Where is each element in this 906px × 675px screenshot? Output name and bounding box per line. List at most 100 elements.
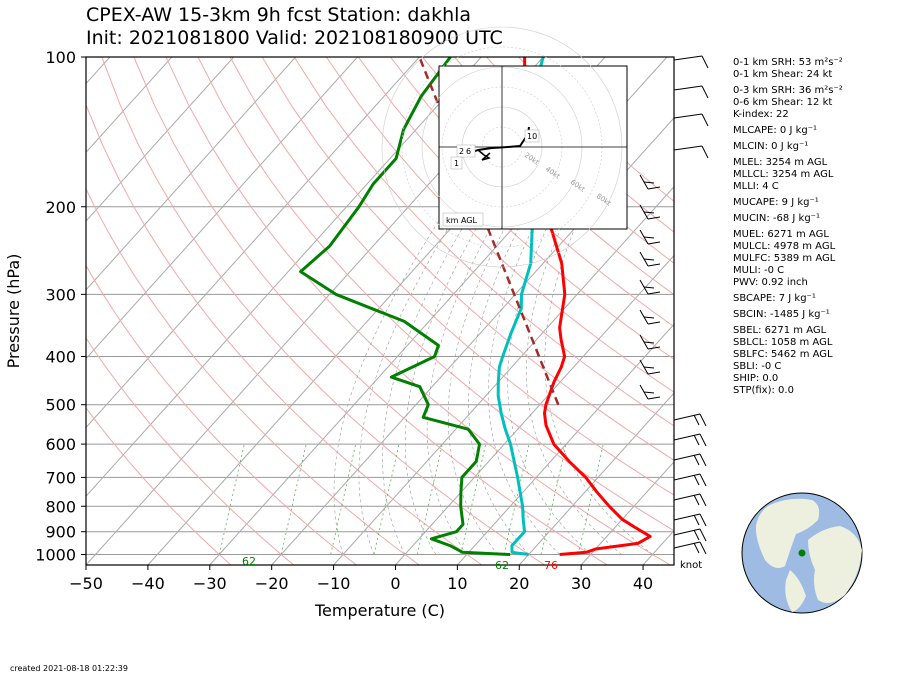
dry-adiabat — [454, 57, 674, 264]
stat-line: STP(fix): 0.0 — [733, 385, 794, 396]
stat-line: SBLI: -0 C — [733, 361, 782, 372]
x-tick-label: −40 — [131, 574, 165, 593]
x-tick-label: 0 — [390, 574, 400, 593]
isotherm — [86, 57, 482, 497]
stat-line: MLCIN: 0 J kg⁻¹ — [733, 141, 809, 152]
isotherm — [86, 57, 173, 154]
dry-adiabat — [86, 264, 357, 565]
surface-dewpoint-f-label: 62 — [495, 559, 509, 572]
hodo-height-label: 6 — [466, 147, 471, 156]
stat-line: MLEL: 3254 m AGL — [733, 157, 828, 168]
moist-adiabat — [468, 206, 530, 555]
wind-barb — [673, 513, 707, 527]
hodo-height-label: 10 — [527, 132, 537, 141]
chart-title: CPEX-AW 15-3km 9h fcst Station: dakhla — [86, 4, 472, 26]
station-marker — [798, 549, 806, 557]
plot-frame — [85, 56, 675, 566]
wind-barb — [673, 528, 707, 542]
mixing-ratio-line — [330, 444, 357, 555]
wind-barb — [673, 473, 707, 487]
mixing-ratio-line — [416, 444, 443, 555]
dry-adiabat — [229, 57, 674, 496]
dry-adiabat — [197, 57, 674, 532]
wind-barb — [673, 113, 709, 127]
mixing-ratio-line — [577, 444, 604, 555]
stat-line: MULCL: 4978 m AGL — [733, 241, 836, 252]
dry-adiabat — [86, 103, 483, 565]
x-tick-label: −20 — [255, 574, 289, 593]
x-tick-label: 40 — [633, 574, 653, 593]
chart-subtitle: Init: 2021081800 Valid: 202108180900 UTC — [86, 27, 503, 49]
y-tick-label: 500 — [45, 396, 76, 415]
stat-line: SBCIN: -1485 J kg⁻¹ — [733, 309, 830, 320]
x-axis-label: Temperature (C) — [314, 601, 445, 620]
hodo-height-label: 2 — [459, 147, 464, 156]
dry-adiabat — [293, 57, 674, 427]
y-tick-label: 200 — [45, 198, 76, 217]
hodo-footer-label: km AGL — [446, 216, 478, 225]
x-tick-label: 20 — [509, 574, 529, 593]
isotherm — [86, 57, 358, 360]
stat-line: SBEL: 6271 m AGL — [733, 325, 827, 336]
x-tick-label: 30 — [571, 574, 591, 593]
y-tick-label: 1000 — [35, 545, 76, 564]
isotherm — [86, 57, 420, 429]
stat-line: 0-1 km SRH: 53 m²s⁻² — [733, 57, 843, 68]
wind-barb — [673, 433, 707, 447]
stat-line: MUEL: 6271 m AGL — [733, 229, 829, 240]
dry-adiabat — [101, 57, 545, 565]
surface-temperature-f-label: 76 — [544, 559, 558, 572]
surface-dewpoint-label: 62 — [242, 555, 256, 568]
wind-barb — [639, 279, 661, 295]
wind-barb — [673, 493, 707, 507]
isotherm — [456, 323, 674, 565]
isotherm — [580, 461, 674, 565]
stat-line: MLLI: 4 C — [733, 181, 779, 192]
stat-line: MLCAPE: 0 J kg⁻¹ — [733, 125, 818, 136]
dry-adiabat — [86, 406, 232, 565]
moist-adiabat — [488, 206, 560, 555]
hodograph-inset: 20kt 40kt 60kt 80kt 10 2 6 1 km AGL — [381, 26, 628, 268]
stat-line: SBLCL: 1058 m AGL — [733, 337, 833, 348]
stat-line: MLLCL: 3254 m AGL — [733, 169, 834, 180]
wind-barb — [639, 384, 661, 400]
stat-line: 0-3 km SRH: 36 m²s⁻² — [733, 85, 843, 96]
dry-adiabat — [86, 337, 295, 565]
stat-line: SHIP: 0.0 — [733, 373, 779, 384]
moist-adiabat — [333, 206, 449, 555]
dry-adiabat — [261, 57, 674, 461]
stat-line: SBCAPE: 7 J kg⁻¹ — [733, 293, 816, 304]
stat-line: MUCIN: -68 J kg⁻¹ — [733, 213, 820, 224]
stat-line: SBLFC: 5462 m AGL — [733, 349, 833, 360]
dewpoint-profile — [299, 57, 511, 556]
moist-adiabat — [507, 206, 591, 555]
mixing-ratio-line — [373, 444, 400, 555]
stat-line: 0-6 km Shear: 12 kt — [733, 97, 833, 108]
stat-line: MULI: -0 C — [733, 265, 785, 276]
mixing-ratio-line — [460, 444, 487, 555]
isotherm — [86, 57, 296, 291]
wind-barb — [673, 413, 707, 427]
y-tick-label: 700 — [45, 468, 76, 487]
isotherm — [395, 254, 674, 565]
y-tick-label: 100 — [45, 48, 76, 67]
x-tick-label: 10 — [447, 574, 467, 593]
moist-adiabat — [526, 206, 622, 555]
moist-adiabat — [544, 206, 653, 555]
mixing-ratio-line — [540, 444, 567, 555]
wind-barb — [673, 541, 707, 555]
dry-adiabat — [390, 57, 674, 328]
dry-adiabat — [422, 57, 674, 296]
moist-adiabat — [382, 206, 476, 555]
y-tick-label: 400 — [45, 348, 76, 367]
x-tick-label: −50 — [69, 574, 103, 593]
wind-barb — [639, 309, 661, 325]
stat-line: 0-1 km Shear: 24 kt — [733, 69, 833, 80]
wind-barb — [639, 174, 661, 190]
y-tick-label: 800 — [45, 497, 76, 516]
y-tick-label: 900 — [45, 523, 76, 542]
sounding-indices: 0-1 km SRH: 53 m²s⁻² 0-1 km Shear: 24 kt… — [733, 57, 903, 397]
x-tick-label: −30 — [193, 574, 227, 593]
wind-barb — [673, 453, 707, 467]
